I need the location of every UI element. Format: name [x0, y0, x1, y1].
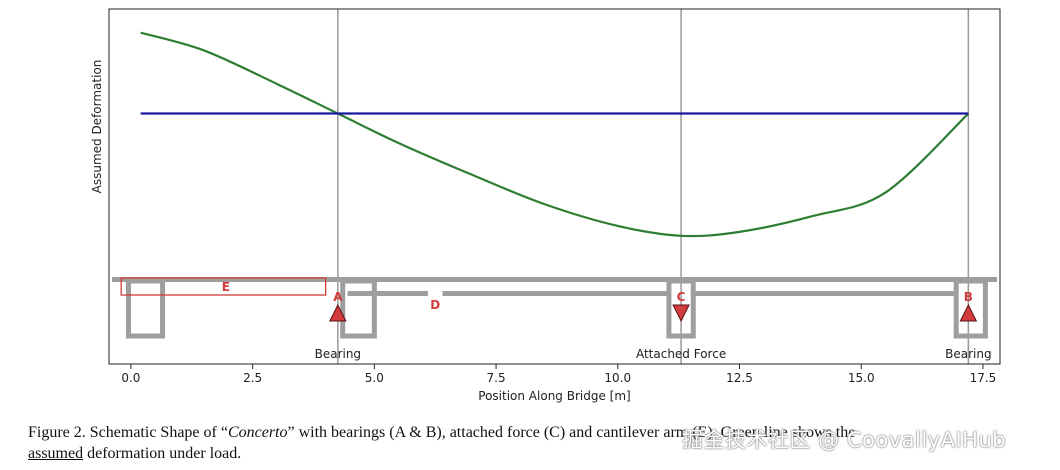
caption-line2-rest: deformation under load. — [83, 445, 242, 462]
caption-title: Concerto — [227, 424, 288, 441]
x-tick-label: 10.0 — [604, 371, 631, 385]
y-axis-label: Assumed Deformation — [90, 60, 104, 194]
x-tick-label: 17.5 — [970, 371, 997, 385]
watermark: 掘金技术社区 @ CoovallyAIHub — [682, 428, 1007, 452]
bridge-deck-lower — [442, 291, 667, 296]
bridge-deck-lower — [347, 291, 428, 296]
marker-b — [959, 303, 978, 322]
annotation-text: Bearing — [945, 347, 991, 361]
x-tick-label: 2.5 — [243, 371, 262, 385]
x-tick-label: 12.5 — [726, 371, 753, 385]
caption-underlined-word: assumed — [28, 445, 84, 462]
annotation-text: Bearing — [315, 347, 361, 361]
x-tick-label: 15.0 — [848, 371, 875, 385]
series-deformation-curve — [140, 31, 970, 238]
bridge-pier — [953, 278, 988, 339]
bridge-pier — [666, 278, 696, 339]
bridge-pier — [340, 278, 377, 339]
bridge-deck-lower — [690, 291, 954, 296]
marker-label-c: C — [677, 290, 686, 304]
cantilever-arm-box — [120, 277, 327, 296]
marker-label-a: A — [333, 290, 343, 304]
bridge-deck — [112, 277, 997, 282]
bridge-deformation-chart: D E A C B Bearing Attached Force Bearing 0.0 2.5 5… — [90, 8, 1001, 403]
plot-frame — [108, 8, 1001, 365]
plot-area: D E A C B Bearing Attached Force Bearing 0.0 2.5 5… — [90, 8, 1001, 403]
label-d: D — [430, 298, 440, 312]
caption-after-title: ” with bearings (A & B), attached force … — [287, 424, 856, 441]
bridge-pier — [125, 278, 166, 339]
x-axis-label: Position Along Bridge [m] — [478, 389, 630, 403]
caption-prefix: Figure 2. Schematic Shape of “ — [28, 424, 228, 441]
x-tick-label: 7.5 — [487, 371, 506, 385]
annotation-text: Attached Force — [636, 347, 726, 361]
marker-a — [329, 303, 347, 322]
label-e: E — [222, 280, 230, 294]
x-tick-label: 5.0 — [365, 371, 384, 385]
figure-caption: Figure 2. Schematic Shape of “Concerto” … — [28, 422, 1038, 464]
marker-c — [672, 304, 690, 323]
x-tick-label: 0.0 — [121, 371, 140, 385]
marker-label-b: B — [964, 290, 973, 304]
